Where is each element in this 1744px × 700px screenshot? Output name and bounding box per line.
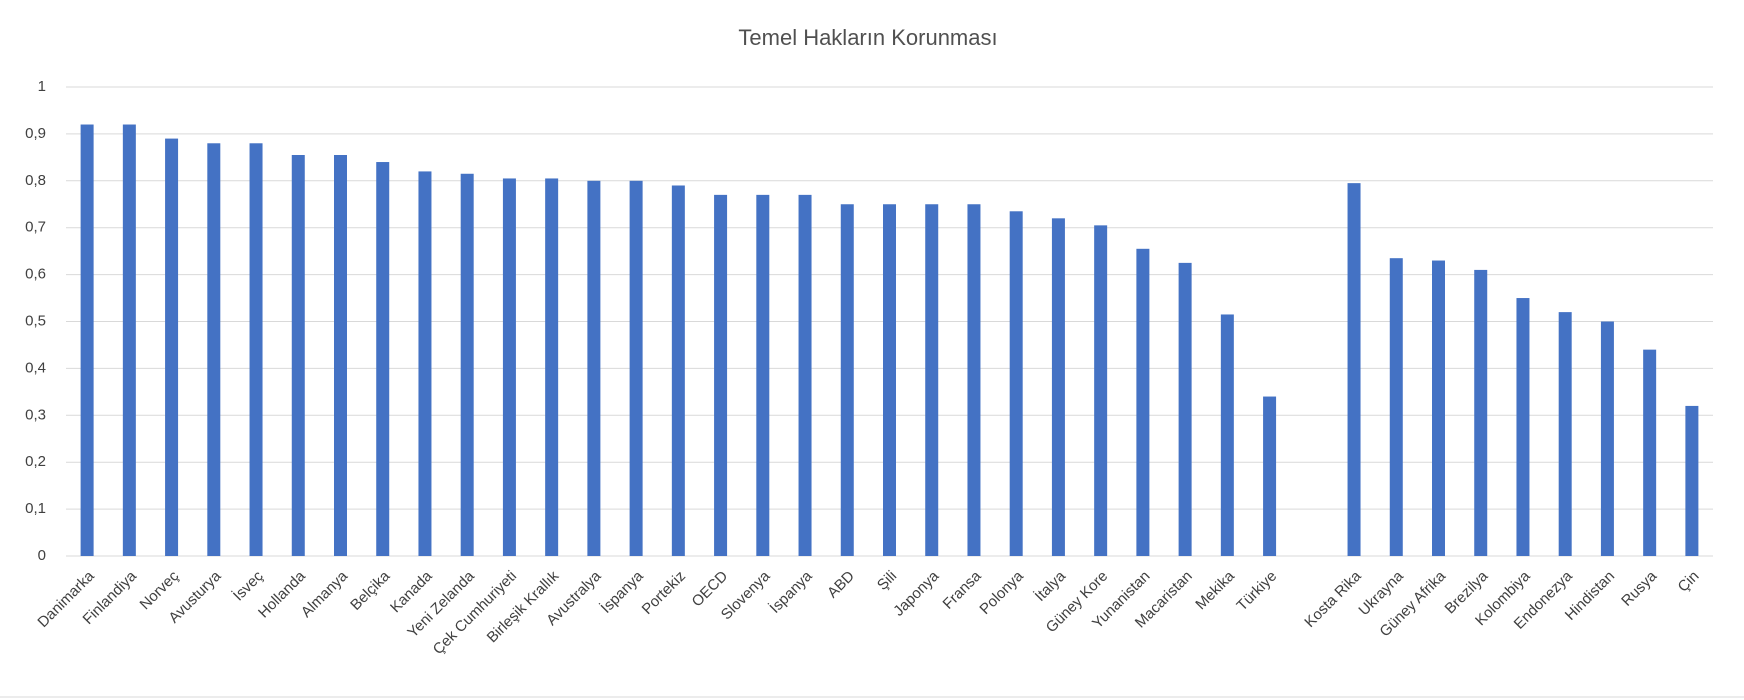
x-tick-label: Rusya <box>1618 567 1661 610</box>
bar <box>1558 312 1572 556</box>
bar <box>1516 298 1530 556</box>
y-tick-label: 0,8 <box>25 172 46 189</box>
bar <box>1263 396 1277 556</box>
bar <box>629 180 643 557</box>
bar <box>545 178 559 556</box>
bar <box>1220 314 1234 556</box>
y-tick-label: 0,2 <box>25 453 46 470</box>
bar <box>165 138 179 556</box>
chart-title: Temel Hakların Korunması <box>738 25 997 50</box>
bar <box>1094 225 1108 557</box>
x-tick-label: Çin <box>1675 568 1703 596</box>
bar <box>80 124 94 557</box>
y-tick-label: 0,9 <box>25 125 46 142</box>
y-tick-label: 1 <box>38 78 46 95</box>
bar <box>1009 211 1023 556</box>
y-tick-label: 0,5 <box>25 312 46 329</box>
bar <box>1600 321 1614 556</box>
x-tick-label: İspanya <box>597 566 647 616</box>
bar <box>756 194 770 556</box>
bar <box>714 194 728 556</box>
bar <box>1347 183 1361 556</box>
x-tick-label: İtalya <box>1031 566 1070 605</box>
y-tick-label: 0,6 <box>25 266 46 283</box>
bar <box>1643 349 1657 556</box>
bar <box>671 185 685 557</box>
bar <box>502 178 516 556</box>
x-tick-label: Almanya <box>298 567 352 621</box>
x-tick-label: Portekiz <box>639 568 689 618</box>
x-tick-label: Mekika <box>1192 567 1238 613</box>
bar <box>1685 405 1699 556</box>
bar <box>925 204 939 556</box>
y-tick-label: 0 <box>38 547 46 564</box>
bar <box>967 204 981 556</box>
bar <box>587 180 601 557</box>
bar <box>460 173 474 556</box>
bar <box>418 171 432 557</box>
x-tick-label: İspanya <box>766 566 816 616</box>
bar <box>840 204 854 556</box>
bar <box>249 143 263 556</box>
x-tick-label: Belçika <box>347 567 394 614</box>
bar <box>122 124 136 557</box>
bar <box>1389 258 1403 556</box>
y-tick-label: 0,4 <box>25 359 46 376</box>
y-tick-label: 0,1 <box>25 500 46 517</box>
x-tick-label: Polonya <box>976 567 1027 618</box>
x-tick-label: İsveç <box>229 567 267 605</box>
bar <box>798 194 812 556</box>
x-tick-label: Türkiye <box>1233 568 1280 615</box>
x-tick-label: Japonya <box>890 567 943 620</box>
y-tick-label: 0,7 <box>25 219 46 236</box>
bar <box>1432 260 1445 556</box>
x-tick-label: Şili <box>874 568 900 594</box>
x-tick-label: Kosta Rika <box>1301 567 1365 631</box>
bar <box>1474 269 1488 556</box>
y-tick-label: 0,3 <box>25 406 46 423</box>
x-tick-label: ABD <box>824 567 858 601</box>
bar <box>376 162 390 557</box>
bar <box>1178 262 1192 556</box>
bar <box>207 143 221 556</box>
bar <box>883 204 896 556</box>
bar <box>334 155 347 556</box>
bar <box>1051 218 1065 556</box>
bar <box>291 155 305 556</box>
bar <box>1136 248 1150 556</box>
